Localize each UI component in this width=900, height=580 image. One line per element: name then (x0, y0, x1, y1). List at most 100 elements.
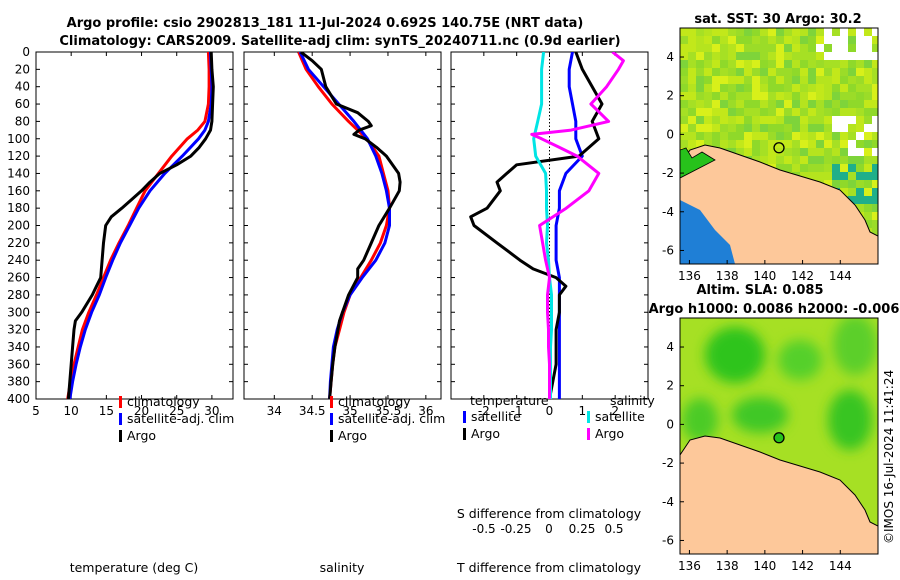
sst-cell (800, 68, 808, 76)
map-x-tick-label: 142 (791, 269, 814, 283)
depth-tick-label: 120 (7, 149, 30, 163)
sla-blob (828, 390, 872, 450)
sst-cell (680, 84, 688, 92)
sst-cell (800, 92, 808, 100)
sst-cell (856, 156, 864, 164)
sst-cell (720, 116, 728, 124)
x-tick-label: 30 (204, 404, 219, 418)
sst-cell (696, 44, 704, 52)
sst-cell (864, 52, 872, 60)
sst-cell (864, 172, 872, 180)
sst-cell (840, 84, 848, 92)
sst-cell (688, 132, 696, 140)
sst-cell (680, 44, 688, 52)
sst-cell (728, 140, 736, 148)
sla-map-ticks: 136 138 140 142 144 4 2 0 -2 -4 -6 (662, 340, 852, 573)
sst-cell (816, 60, 824, 68)
legend-t-sat-label: satellite (471, 409, 521, 424)
sst-cell (768, 76, 776, 84)
sst-cell (824, 68, 832, 76)
sst-cell (824, 92, 832, 100)
legend-argo-label: Argo (127, 428, 156, 443)
depth-tick-label: 320 (7, 323, 30, 337)
sla-title: Altim. SLA: 0.085 (697, 283, 824, 298)
sst-cell (872, 116, 878, 124)
sst-cell (688, 108, 696, 116)
sst-cell (752, 76, 760, 84)
sst-cell (792, 92, 800, 100)
sst-cell (832, 76, 840, 84)
sla-land (680, 435, 878, 554)
sst-cell (824, 28, 832, 36)
sst-cell (688, 124, 696, 132)
sst-cell (728, 52, 736, 60)
sst-cell (760, 140, 768, 148)
sst-cell (840, 100, 848, 108)
sst-cell (776, 108, 784, 116)
sst-island (680, 147, 716, 179)
sst-land (680, 144, 878, 264)
sst-cell (848, 28, 856, 36)
sst-cell (712, 44, 720, 52)
sst-cell (704, 140, 712, 148)
sst-cell (832, 124, 840, 132)
map-x-tick-label: 138 (716, 559, 739, 573)
sst-cell (872, 164, 878, 172)
sst-cell (800, 156, 808, 164)
temperature-panel: 0 20 40 60 80 100 120 140 160 180 200 220 240 260 280 3… (7, 45, 234, 575)
sst-cell (704, 44, 712, 52)
legend-swatch-sat (119, 413, 122, 425)
sst-cell (728, 108, 736, 116)
sst-cell (712, 116, 720, 124)
sst-cell (696, 28, 704, 36)
legend-s-argo-label: Argo (595, 426, 624, 441)
sst-cell (816, 28, 824, 36)
sst-cell (720, 124, 728, 132)
depth-tick-label: 100 (7, 132, 30, 146)
x-tick-label: 15 (99, 404, 114, 418)
title-line2: Climatology: CARS2009. Satellite-adj cli… (59, 34, 620, 49)
x-tick-label: 25 (169, 404, 184, 418)
sst-map-ticks: 136 138 140 142 144 4 2 0 -2 -4 -6 (662, 50, 852, 283)
sst-cell (768, 84, 776, 92)
sst-cell (848, 76, 856, 84)
map-y-tick-label: -6 (662, 533, 674, 547)
sst-cell (680, 68, 688, 76)
salinity-axes-box (243, 51, 442, 400)
sst-cell (760, 84, 768, 92)
sst-cell (680, 36, 688, 44)
sst-cell (696, 60, 704, 68)
sst-cell (712, 132, 720, 140)
sst-cell (824, 116, 832, 124)
sst-cell (872, 172, 878, 180)
sst-cell (784, 44, 792, 52)
sst-cell (688, 28, 696, 36)
sst-cell (784, 124, 792, 132)
map-x-tick-label: 144 (829, 269, 852, 283)
sst-cell (848, 52, 856, 60)
sst-cell (808, 148, 816, 156)
x-tick-label: -2 (478, 404, 490, 418)
sst-cell (840, 108, 848, 116)
sst-cell (824, 100, 832, 108)
sst-cell (864, 60, 872, 68)
sst-cell (704, 108, 712, 116)
depth-tick-label: 200 (7, 219, 30, 233)
sst-cell (736, 124, 744, 132)
sst-cell (872, 60, 878, 68)
sst-cell (736, 132, 744, 140)
depth-tick-label: 180 (7, 201, 30, 215)
sst-cell (848, 44, 856, 52)
sst-cell (816, 132, 824, 140)
sst-cell (712, 108, 720, 116)
sst-cell (720, 36, 728, 44)
sst-cell (872, 84, 878, 92)
sst-cell (792, 148, 800, 156)
sst-cell (832, 44, 840, 52)
sst-cell (704, 132, 712, 140)
sst-cell (760, 116, 768, 124)
sst-cell (864, 212, 872, 220)
x-tick-label: 5 (32, 404, 40, 418)
sst-cell (832, 180, 840, 188)
